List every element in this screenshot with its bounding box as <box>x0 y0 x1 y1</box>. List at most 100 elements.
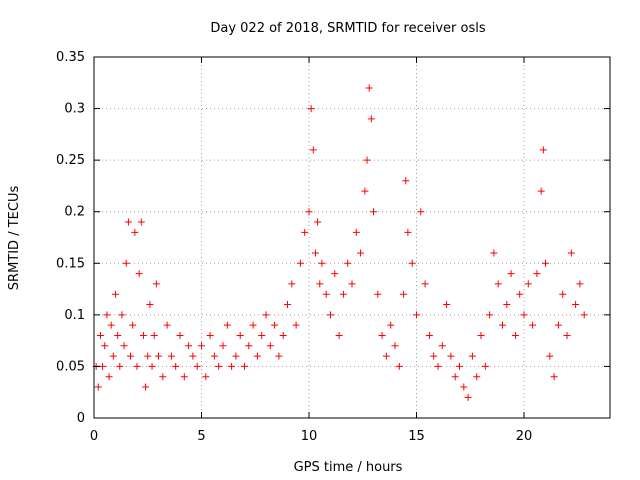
data-point <box>133 362 141 370</box>
data-point <box>554 321 562 329</box>
data-point <box>307 105 315 113</box>
data-point <box>365 84 373 92</box>
data-point <box>344 259 352 267</box>
data-point <box>155 352 162 360</box>
data-point <box>413 311 420 319</box>
data-point <box>152 280 160 288</box>
data-point <box>408 259 416 267</box>
data-point <box>172 362 180 370</box>
data-point <box>400 290 408 298</box>
data-point <box>322 290 330 298</box>
data-point <box>262 311 270 319</box>
data-point <box>96 331 104 339</box>
data-point <box>339 290 347 298</box>
data-point <box>193 362 201 370</box>
data-point <box>223 321 231 329</box>
data-point <box>202 373 210 381</box>
x-tick-label: 10 <box>301 429 318 444</box>
data-point <box>327 311 334 319</box>
data-point <box>425 331 433 339</box>
data-point <box>296 259 304 267</box>
y-tick-label: 0.1 <box>64 308 85 323</box>
data-point <box>507 270 515 278</box>
data-point <box>163 321 171 329</box>
data-point <box>486 311 494 319</box>
data-point <box>142 383 150 391</box>
data-point <box>258 331 266 339</box>
data-point <box>370 208 377 216</box>
data-point <box>210 352 218 360</box>
data-point <box>331 270 339 278</box>
data-points <box>92 84 588 401</box>
data-point <box>550 373 558 381</box>
data-point <box>122 259 130 267</box>
data-point <box>529 321 537 329</box>
data-point <box>159 373 167 381</box>
data-point <box>468 352 476 360</box>
data-point <box>114 331 122 339</box>
y-tick-label: 0.05 <box>56 359 85 374</box>
data-point <box>417 208 425 216</box>
data-point <box>460 383 468 391</box>
data-point <box>305 208 313 216</box>
data-point <box>107 321 115 329</box>
data-point <box>348 280 356 288</box>
data-point <box>279 331 287 339</box>
data-point <box>490 249 498 257</box>
data-point <box>99 362 107 370</box>
data-point <box>292 321 300 329</box>
y-tick-label: 0.2 <box>64 205 85 220</box>
data-point <box>402 177 410 185</box>
data-point <box>215 362 223 370</box>
data-point <box>118 311 126 319</box>
data-point <box>580 311 588 319</box>
plot-frame <box>93 56 611 419</box>
data-point <box>137 218 145 226</box>
data-point <box>430 352 438 360</box>
data-point <box>135 270 143 278</box>
data-point <box>438 342 446 350</box>
data-point <box>314 218 322 226</box>
data-point <box>176 331 184 339</box>
data-point <box>524 280 532 288</box>
x-axis-label: GPS time / hours <box>294 460 403 475</box>
data-point <box>494 280 502 288</box>
data-point <box>129 321 137 329</box>
data-point <box>101 342 109 350</box>
data-point <box>249 321 257 329</box>
chart-title: Day 022 of 2018, SRMTID for receiver osl… <box>210 21 486 36</box>
data-point <box>447 352 455 360</box>
data-point <box>464 393 472 401</box>
x-tick-label: 0 <box>90 429 98 444</box>
data-point <box>144 352 152 360</box>
data-point <box>367 115 375 123</box>
data-point <box>451 373 459 381</box>
data-point <box>520 311 528 319</box>
data-point <box>567 249 575 257</box>
data-point <box>477 331 485 339</box>
data-point <box>533 270 541 278</box>
data-point <box>124 218 132 226</box>
data-point <box>481 362 489 370</box>
data-point <box>542 259 549 267</box>
data-point <box>271 321 279 329</box>
x-tick-label: 15 <box>408 429 425 444</box>
data-point <box>499 321 506 329</box>
data-point <box>167 352 175 360</box>
data-point <box>404 228 412 236</box>
data-point <box>309 146 317 154</box>
data-point <box>105 373 113 381</box>
data-point <box>189 352 197 360</box>
data-point <box>284 301 291 309</box>
data-point <box>316 280 324 288</box>
y-tick-label: 0.25 <box>56 153 85 168</box>
x-tick-label: 20 <box>516 429 533 444</box>
data-point <box>572 301 580 309</box>
data-point <box>109 352 117 360</box>
data-point <box>266 342 274 350</box>
data-point <box>139 331 147 339</box>
data-point <box>275 352 283 360</box>
data-point <box>228 362 236 370</box>
